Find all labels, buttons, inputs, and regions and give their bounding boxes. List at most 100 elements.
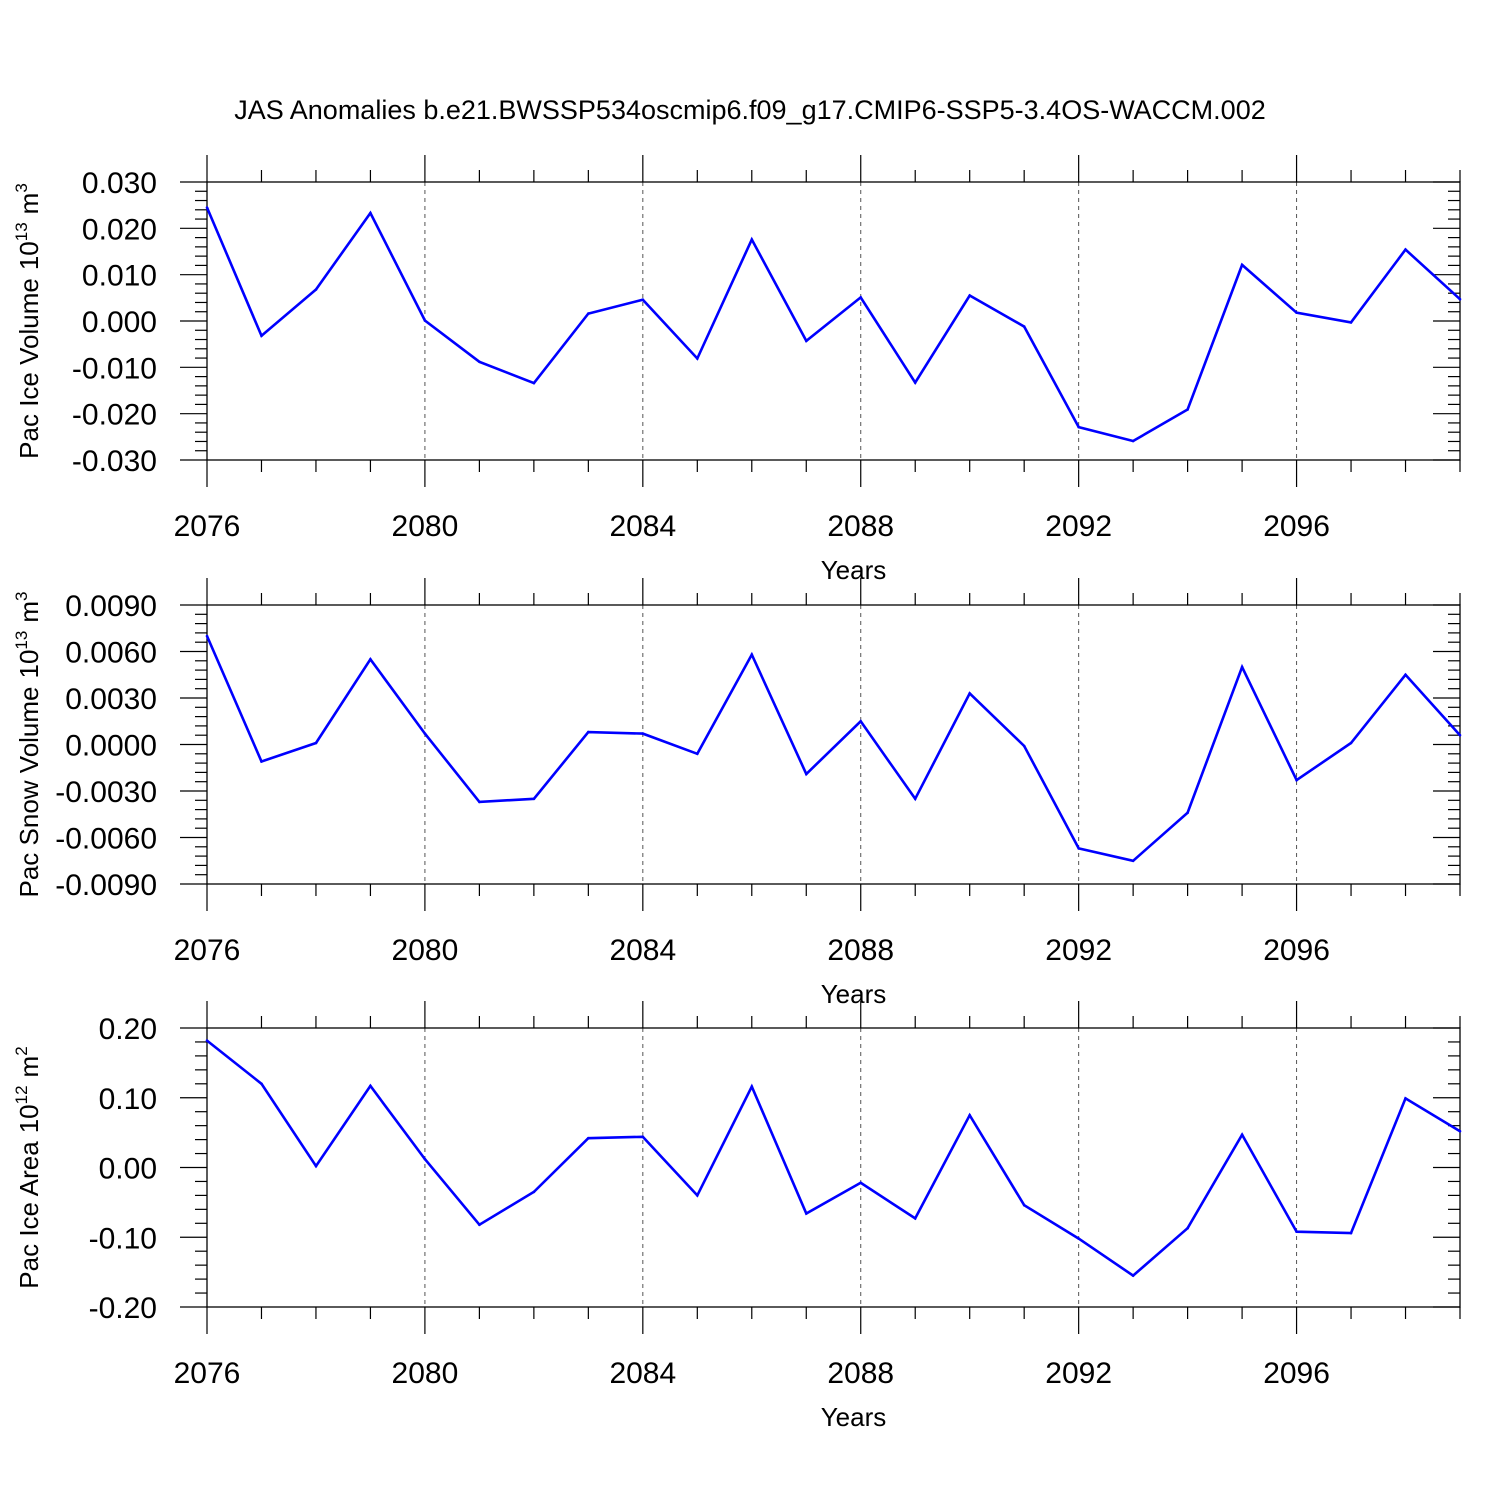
y-axis-label: Pac Ice Area 1012 m2	[12, 1046, 44, 1288]
y-axis-label-unit-base: 10	[14, 650, 44, 679]
x-tick-label: 2080	[392, 934, 459, 967]
grid-lines	[424, 1028, 1298, 1307]
data-point	[968, 294, 971, 297]
data-point	[1186, 408, 1189, 411]
y-axis-label: Pac Snow Volume 1013 m3	[12, 592, 44, 898]
data-points	[205, 1039, 1462, 1277]
data-point	[1240, 263, 1244, 267]
data-point	[369, 211, 372, 215]
data-point	[805, 772, 808, 776]
y-tick-label: 0.020	[82, 213, 157, 246]
data-point	[1404, 1097, 1407, 1100]
y-axis-label-unit: m	[14, 601, 44, 623]
data-points	[205, 634, 1462, 863]
data-point	[641, 298, 645, 302]
y-tick-label: 0.030	[82, 167, 157, 200]
data-point	[314, 741, 318, 745]
data-point	[1131, 439, 1135, 443]
data-point	[1022, 325, 1026, 328]
y-tick-label: 0.00	[99, 1153, 157, 1186]
grid-lines	[424, 182, 1298, 460]
data-point	[1186, 811, 1189, 814]
data-point	[1022, 744, 1026, 748]
data-point	[968, 1113, 971, 1117]
x-tick-label: 2088	[827, 510, 894, 543]
x-tick-labels: 2076 2080 2084 2088 2092 2096	[174, 1357, 1330, 1390]
data-point	[696, 1194, 699, 1197]
y-tick-label: 0.0000	[65, 730, 157, 763]
data-point	[1295, 778, 1298, 782]
data-point	[423, 1157, 427, 1161]
data-point	[1349, 321, 1353, 324]
y-axis-label-unit-power: 2	[12, 1046, 31, 1055]
x-axis-label: Years	[821, 555, 887, 585]
data-point	[532, 1190, 536, 1194]
data-point	[1186, 1226, 1189, 1230]
y-tick-label: -0.20	[89, 1292, 157, 1325]
y-tick-label: -0.010	[72, 352, 157, 385]
x-axis-label: Years	[821, 979, 887, 1009]
x-tick-label: 2084	[609, 510, 676, 543]
data-point	[1022, 1203, 1026, 1207]
chart-panel-snow-volume: -0.0090 -0.0060 -0.0030 0.0000 0.0030 0.0060 0…	[12, 578, 1462, 1009]
y-tick-label: 0.0060	[65, 637, 157, 670]
data-point	[369, 1084, 372, 1088]
data-point	[532, 797, 536, 801]
x-tick-labels: 2076 2080 2084 2088 2092 2096	[174, 510, 1330, 543]
data-point	[641, 732, 645, 735]
x-axis-label: Years	[821, 1402, 887, 1432]
series-line-ice-area	[206, 1039, 1461, 1278]
y-axis-label-unit-base: 10	[14, 241, 44, 270]
y-tick-label: 0.0090	[65, 590, 157, 623]
data-point	[205, 1039, 209, 1042]
data-point	[1131, 859, 1135, 863]
y-tick-label: -0.0090	[55, 869, 157, 902]
y-tick-label: 0.000	[82, 306, 157, 339]
y-tick-labels: -0.0090 -0.0060 -0.0030 0.0000 0.0030 0.0060 0…	[55, 590, 157, 902]
y-tick-label: -0.0060	[55, 823, 157, 856]
x-tick-label: 2096	[1263, 510, 1330, 543]
x-tick-label: 2096	[1263, 934, 1330, 967]
plot-frame	[206, 181, 1461, 461]
data-point	[641, 1135, 645, 1139]
data-point	[423, 319, 427, 322]
data-point	[587, 730, 590, 734]
data-point	[478, 1223, 481, 1226]
y-tick-label: 0.010	[82, 260, 157, 293]
y-axis-label-unit-power: 3	[12, 592, 31, 601]
y-axis-label-unit-exp: 13	[12, 222, 31, 241]
data-point	[1077, 1237, 1080, 1240]
axis-ticks	[180, 1001, 1461, 1334]
data-point	[1077, 425, 1080, 429]
y-axis-label-unit: m	[14, 1056, 44, 1078]
y-tick-labels: -0.20 -0.10 0.00 0.10 0.20	[89, 1013, 157, 1325]
data-points	[205, 206, 1462, 443]
data-point	[260, 334, 263, 338]
y-tick-label: -0.030	[72, 445, 157, 478]
y-axis-label-name: Pac Ice Volume	[14, 278, 44, 459]
x-tick-label: 2092	[1045, 510, 1112, 543]
series-line-ice-volume	[205, 206, 1461, 443]
y-axis-label-unit-exp: 13	[12, 631, 31, 650]
data-point	[1131, 1274, 1135, 1277]
y-tick-label: -0.0030	[55, 776, 157, 809]
data-point	[859, 1181, 862, 1185]
x-tick-label: 2084	[609, 1357, 676, 1390]
data-point	[532, 381, 536, 385]
x-tick-label: 2076	[174, 934, 241, 967]
grid-lines	[424, 605, 1298, 884]
y-tick-label: -0.020	[72, 399, 157, 432]
data-point	[1458, 1129, 1462, 1133]
data-point	[1458, 733, 1462, 737]
data-point	[859, 720, 862, 723]
axis-ticks	[180, 578, 1461, 911]
plot-frame	[206, 604, 1461, 885]
data-point	[1404, 248, 1407, 251]
data-point	[478, 800, 481, 804]
x-tick-label: 2092	[1045, 934, 1112, 967]
data-point	[314, 1164, 318, 1168]
y-axis-label-unit-base: 10	[14, 1104, 44, 1133]
data-point	[1077, 847, 1080, 850]
data-point	[1458, 297, 1462, 301]
data-point	[696, 357, 699, 360]
